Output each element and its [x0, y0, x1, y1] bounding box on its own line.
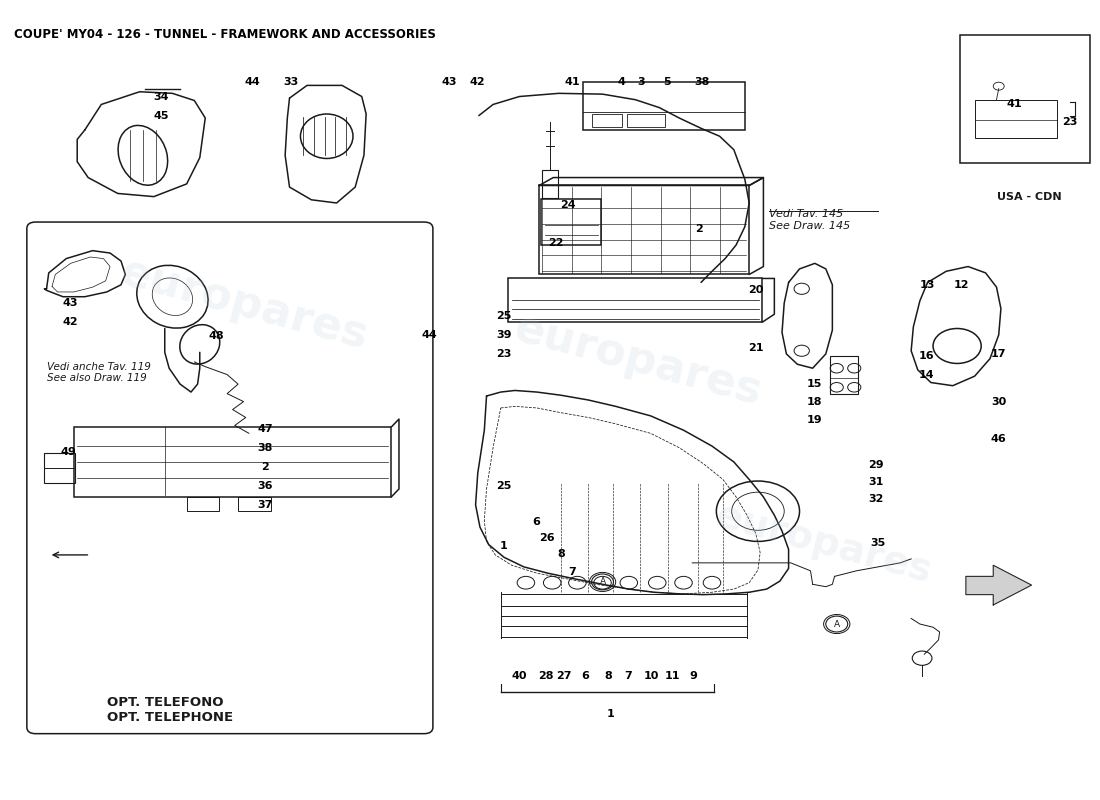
Text: 34: 34: [154, 91, 169, 102]
Polygon shape: [966, 566, 1032, 605]
Bar: [627, 114, 664, 126]
Text: 9: 9: [690, 671, 697, 682]
Bar: [592, 114, 623, 126]
Bar: [541, 199, 602, 245]
Text: 6: 6: [581, 671, 589, 682]
Text: 25: 25: [496, 310, 512, 321]
Text: 7: 7: [624, 671, 631, 682]
Text: 11: 11: [664, 671, 680, 682]
Text: 8: 8: [604, 671, 612, 682]
Text: 38: 38: [694, 78, 710, 87]
Text: A: A: [834, 619, 839, 629]
Text: COUPE' MY04 - 126 - TUNNEL - FRAMEWORK AND ACCESSORIES: COUPE' MY04 - 126 - TUNNEL - FRAMEWORK A…: [13, 28, 436, 41]
Text: 48: 48: [208, 330, 224, 341]
Bar: [542, 170, 558, 198]
Text: 43: 43: [63, 298, 78, 308]
Text: 26: 26: [539, 534, 554, 543]
Text: 30: 30: [991, 398, 1006, 407]
Text: Vedi Tav. 145
See Draw. 145: Vedi Tav. 145 See Draw. 145: [769, 210, 850, 231]
Text: 45: 45: [154, 110, 169, 121]
Text: 41: 41: [564, 78, 580, 87]
Text: 32: 32: [869, 494, 883, 504]
Text: 28: 28: [538, 671, 553, 682]
Text: 27: 27: [557, 671, 572, 682]
Text: Vedi anche Tav. 119
See also Draw. 119: Vedi anche Tav. 119 See also Draw. 119: [46, 362, 151, 383]
Text: 29: 29: [868, 460, 884, 470]
Text: 12: 12: [954, 280, 969, 290]
Text: 6: 6: [531, 518, 540, 527]
Text: 33: 33: [283, 78, 298, 87]
Text: 42: 42: [63, 317, 78, 327]
Text: 4: 4: [617, 78, 625, 87]
Text: 44: 44: [421, 330, 438, 340]
Text: 8: 8: [557, 549, 564, 559]
Text: 41: 41: [1006, 98, 1022, 109]
Bar: [238, 497, 271, 511]
Text: USA - CDN: USA - CDN: [997, 192, 1062, 202]
Text: 44: 44: [244, 78, 261, 87]
Text: 19: 19: [807, 415, 823, 425]
Text: 42: 42: [470, 78, 485, 87]
Text: 22: 22: [548, 238, 563, 248]
Text: 23: 23: [496, 349, 512, 359]
Text: 36: 36: [257, 481, 273, 490]
Bar: [187, 497, 220, 511]
Text: 35: 35: [871, 538, 886, 548]
Text: 1: 1: [500, 541, 508, 551]
Text: 43: 43: [441, 78, 458, 87]
Text: 39: 39: [496, 330, 512, 340]
Text: 17: 17: [991, 349, 1006, 359]
Text: 3: 3: [637, 78, 645, 87]
Bar: [975, 100, 1057, 138]
Text: 37: 37: [257, 500, 273, 510]
Text: 15: 15: [807, 379, 823, 389]
Text: 40: 40: [512, 671, 527, 682]
Bar: [508, 278, 762, 322]
Text: 24: 24: [560, 200, 575, 210]
Bar: [583, 82, 745, 130]
Text: 7: 7: [568, 566, 575, 577]
Text: A: A: [600, 578, 606, 586]
Text: 21: 21: [748, 343, 763, 354]
Text: 2: 2: [262, 462, 270, 472]
Text: 25: 25: [496, 481, 512, 490]
Text: 47: 47: [257, 423, 273, 434]
Bar: [74, 427, 392, 497]
Text: OPT. TELEFONO
OPT. TELEPHONE: OPT. TELEFONO OPT. TELEPHONE: [107, 695, 233, 723]
Text: 20: 20: [748, 286, 763, 295]
Text: 13: 13: [920, 280, 935, 290]
Bar: [539, 186, 749, 274]
Text: 16: 16: [918, 351, 934, 362]
Text: 10: 10: [645, 671, 660, 682]
Text: 38: 38: [257, 442, 273, 453]
Text: europares: europares: [114, 251, 372, 358]
Text: 49: 49: [60, 447, 76, 458]
Bar: [44, 454, 75, 483]
Text: 18: 18: [807, 397, 823, 406]
Text: 5: 5: [663, 78, 671, 87]
Text: 23: 23: [1063, 117, 1078, 127]
Text: europares: europares: [509, 306, 767, 414]
Text: 2: 2: [695, 224, 703, 234]
Text: 14: 14: [918, 370, 934, 379]
Text: 1: 1: [606, 709, 614, 719]
Text: 31: 31: [869, 477, 883, 487]
Text: europares: europares: [712, 496, 936, 590]
Bar: [960, 34, 1090, 163]
Text: 46: 46: [991, 434, 1006, 444]
Bar: [830, 355, 858, 394]
